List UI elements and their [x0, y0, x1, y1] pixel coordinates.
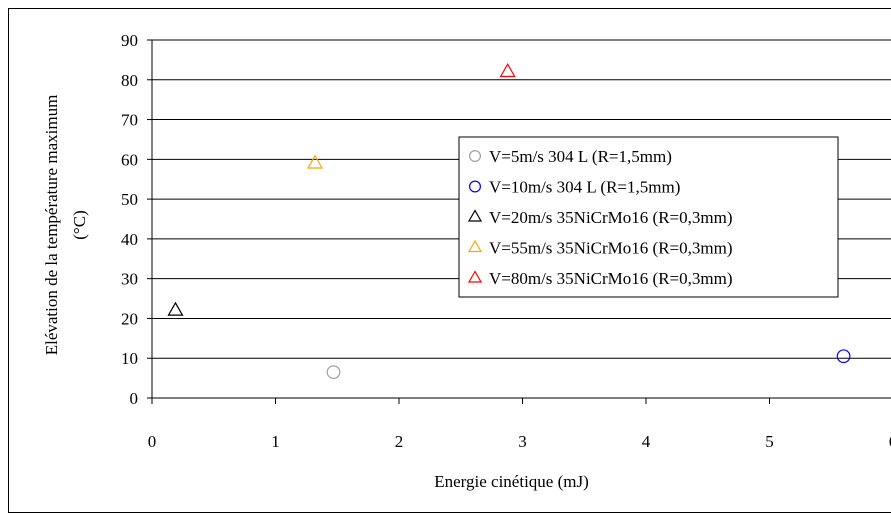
x-tick-label: 4 [642, 432, 651, 451]
y-tick-label: 30 [121, 270, 138, 289]
y-tick-label: 80 [121, 71, 138, 90]
x-tick-label: 6 [889, 432, 891, 451]
y-tick-label: 60 [121, 150, 138, 169]
legend-box [458, 136, 839, 298]
y-tick-label: 70 [121, 111, 138, 130]
y-tick-label: 40 [121, 230, 138, 249]
x-tick-label: 2 [395, 432, 404, 451]
data-point-series-1-0 [836, 349, 851, 364]
legend-marker-3 [467, 239, 483, 253]
legend-entry-3: V=55m/s 35NiCrMo16 (R=0,3mm) [489, 239, 733, 258]
y-axis-title-unit: (°C) [70, 210, 89, 239]
data-point-series-3-0 [306, 154, 324, 169]
legend-entry-1: V=10m/s 304 L (R=1,5mm) [489, 178, 680, 197]
y-tick-label: 50 [121, 190, 138, 209]
x-axis-title: Energie cinétique (mJ) [434, 472, 589, 491]
y-tick-label: 10 [121, 349, 138, 368]
legend-entry-0: V=5m/s 304 L (R=1,5mm) [489, 147, 672, 166]
y-tick-label: 0 [130, 389, 139, 408]
legend-entry-2: V=20m/s 35NiCrMo16 (R=0,3mm) [489, 208, 733, 227]
y-tick-label: 20 [121, 309, 138, 328]
legend-marker-4 [467, 270, 483, 283]
data-point-series-0-0 [326, 365, 341, 380]
legend-marker-1 [469, 180, 482, 193]
data-point-series-4-0 [499, 63, 516, 78]
x-tick-label: 1 [271, 432, 280, 451]
legend-entry-4: V=80m/s 35NiCrMo16 (R=0,3mm) [489, 269, 733, 288]
y-tick-label: 90 [121, 31, 138, 50]
x-tick-label: 5 [765, 432, 774, 451]
legend-marker-0 [469, 150, 482, 163]
x-tick-label: 0 [148, 432, 157, 451]
y-axis-title: Elévation de la température maximum [42, 95, 61, 356]
data-point-series-2-0 [167, 301, 184, 316]
x-tick-label: 3 [518, 432, 527, 451]
legend-marker-2 [467, 209, 483, 222]
